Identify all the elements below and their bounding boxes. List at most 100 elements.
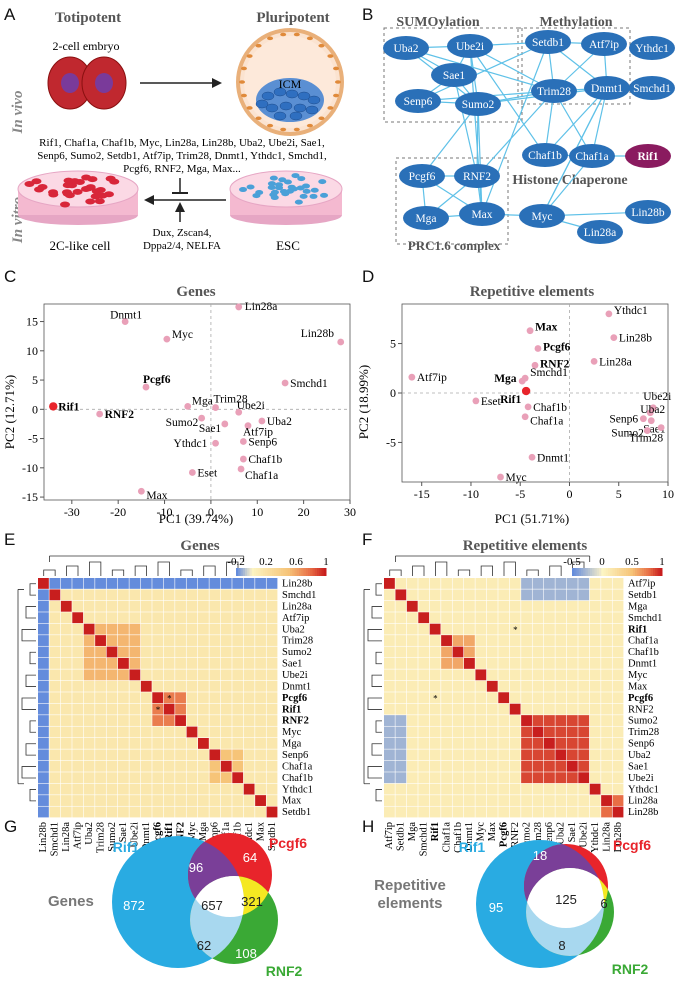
row-label-myc: Myc bbox=[282, 727, 302, 738]
heatmap-cell bbox=[418, 783, 430, 795]
data-point-trim28 bbox=[657, 424, 665, 432]
esc-cell-icon bbox=[275, 185, 284, 191]
heatmap-cell bbox=[452, 806, 464, 818]
row-label-lin28a: Lin28a bbox=[282, 601, 312, 612]
legend-tick: 0.2 bbox=[259, 556, 273, 568]
point-label-max: Max bbox=[535, 322, 558, 334]
heatmap-cell bbox=[186, 669, 198, 681]
heatmap-cell bbox=[118, 738, 129, 749]
heatmap-cell bbox=[163, 795, 175, 806]
heatmap-cell bbox=[475, 669, 487, 681]
row-label-mga: Mga bbox=[282, 739, 302, 750]
heatmap-cell bbox=[198, 703, 209, 715]
heatmap-cell bbox=[566, 589, 578, 601]
col-label-max: Max bbox=[255, 821, 266, 841]
dendrogram-branch bbox=[17, 589, 24, 785]
heatmap-cell bbox=[429, 795, 441, 806]
node-label: Max bbox=[471, 209, 492, 221]
legend-swatch bbox=[626, 568, 629, 576]
heatmap-cell bbox=[140, 749, 152, 761]
esc-cell-icon bbox=[299, 193, 308, 199]
heatmap-cell bbox=[384, 658, 395, 669]
heatmap-cell bbox=[441, 600, 452, 612]
icm-cell-icon bbox=[279, 101, 293, 111]
data-point-rnf2 bbox=[531, 361, 539, 369]
heatmap-cell bbox=[255, 795, 266, 806]
heatmap-cell bbox=[95, 612, 106, 624]
legend-swatch bbox=[240, 568, 244, 576]
heatmap-cell bbox=[255, 646, 266, 658]
legend-swatch bbox=[251, 568, 255, 576]
heatmap-cell bbox=[83, 658, 95, 669]
network-edge bbox=[453, 74, 478, 177]
heatmap-cell bbox=[72, 738, 84, 749]
heatmap-cell bbox=[38, 715, 49, 726]
heatmap-cell bbox=[72, 646, 84, 658]
heatmap-cell bbox=[118, 658, 129, 669]
network-node-setdb1: Setdb1 bbox=[525, 30, 571, 54]
heatmap-cell bbox=[243, 703, 255, 715]
heatmap-cell bbox=[266, 680, 278, 692]
heatmap-cell bbox=[544, 635, 555, 646]
esc-cell-icon bbox=[267, 181, 276, 187]
heatmap-cell bbox=[186, 623, 198, 635]
totipotent-label: Totipotent bbox=[55, 10, 121, 26]
heatmap-cell bbox=[578, 612, 590, 624]
two-c-cell-icon bbox=[48, 191, 59, 198]
heatmap-cell bbox=[232, 692, 244, 704]
data-point-lin28a bbox=[590, 357, 598, 365]
heatmap-cell bbox=[521, 589, 532, 601]
heatmap-cell bbox=[532, 738, 544, 749]
heatmap-cell bbox=[601, 738, 612, 749]
trophectoderm-cell-icon bbox=[306, 36, 313, 41]
heatmap-cell bbox=[38, 795, 49, 806]
heatmap-cell bbox=[140, 680, 152, 692]
legend-swatch bbox=[623, 568, 627, 576]
heatmap-cell bbox=[175, 715, 186, 726]
network-node-lin28b: Lin28b bbox=[625, 200, 671, 224]
heatmap-cell bbox=[406, 589, 418, 601]
heatmap-cell bbox=[209, 635, 221, 646]
heatmap-cell bbox=[589, 612, 601, 624]
data-point-ube2i bbox=[649, 404, 657, 412]
heatmap-cell bbox=[60, 578, 72, 589]
point-label-rnf2: RNF2 bbox=[540, 358, 570, 370]
heatmap-cell bbox=[243, 795, 255, 806]
heatmap-cell bbox=[266, 692, 278, 704]
heatmap-cell bbox=[163, 772, 175, 784]
heatmap-cell bbox=[532, 646, 544, 658]
heatmap-cell bbox=[589, 646, 601, 658]
point-label-pcgf6: Pcgf6 bbox=[543, 342, 571, 354]
heatmap-cell bbox=[198, 589, 209, 601]
heatmap-cell bbox=[72, 680, 84, 692]
pluripotent-label: Pluripotent bbox=[256, 10, 329, 26]
heatmap-cell bbox=[60, 783, 72, 795]
heatmap-cell bbox=[475, 715, 487, 726]
heatmap-cell bbox=[129, 726, 141, 738]
heatmap-cell bbox=[60, 600, 72, 612]
heatmap-cell bbox=[395, 669, 407, 681]
heatmap-cell bbox=[544, 658, 555, 669]
heatmap-cell bbox=[589, 749, 601, 761]
heatmap-cell bbox=[220, 578, 232, 589]
heatmap-cell bbox=[163, 680, 175, 692]
heatmap-cell bbox=[475, 635, 487, 646]
heatmap-cell bbox=[140, 806, 152, 818]
heatmap-cell bbox=[544, 795, 555, 806]
two-c-cell-icon bbox=[72, 188, 83, 195]
heatmap-cell bbox=[95, 589, 106, 601]
row-label-max: Max bbox=[282, 796, 302, 807]
dendrogram-branch bbox=[457, 569, 471, 576]
col-label-mga: Mga bbox=[407, 822, 418, 842]
row-label-atf7ip: Atf7ip bbox=[282, 613, 309, 624]
point-label-chaf1b: Chaf1b bbox=[533, 402, 567, 414]
heatmap-cell bbox=[129, 738, 141, 749]
heatmap-cell bbox=[118, 646, 129, 658]
heatmap-cell bbox=[220, 623, 232, 635]
row-label-sae1: Sae1 bbox=[628, 761, 648, 772]
col-label-senp6: Senp6 bbox=[544, 822, 555, 848]
legend-swatch bbox=[319, 568, 322, 576]
heatmap-cell bbox=[498, 738, 510, 749]
heatmap-cell bbox=[106, 738, 118, 749]
heatmap-cell bbox=[243, 726, 255, 738]
